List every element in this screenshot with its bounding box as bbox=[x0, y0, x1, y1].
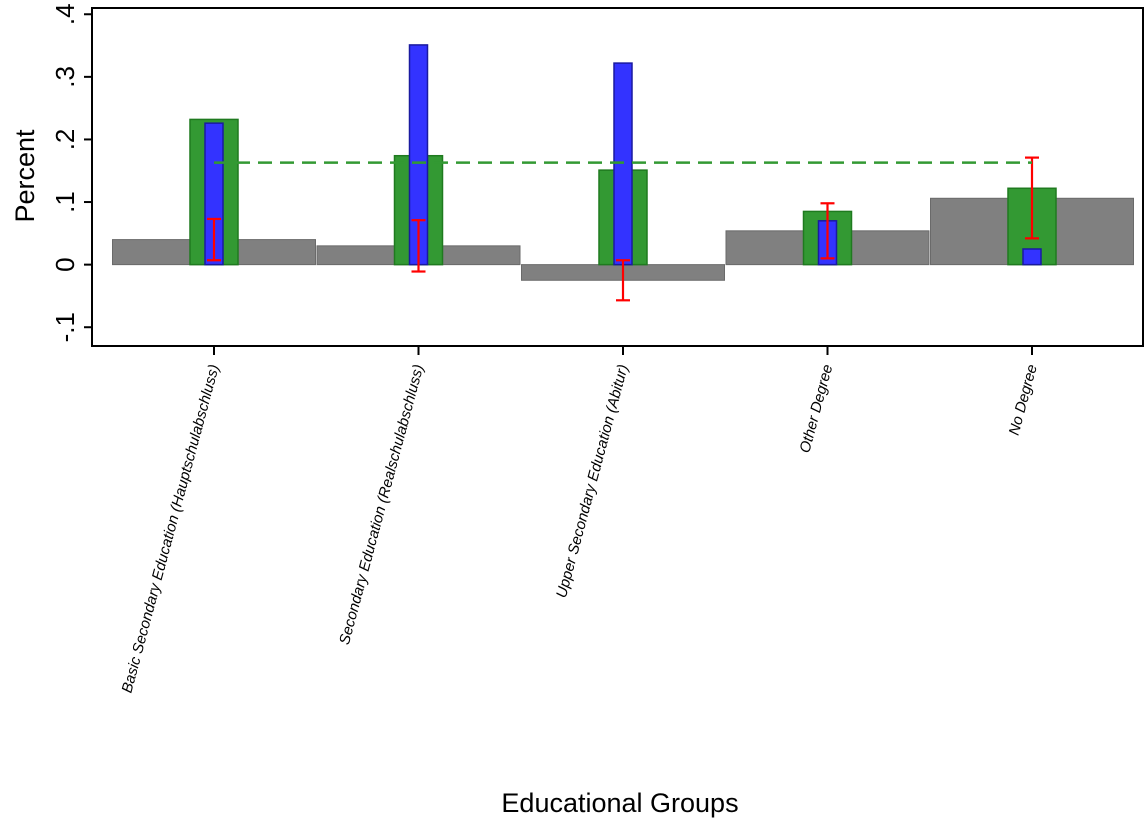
x-tick-label: Other Degree bbox=[796, 363, 836, 455]
error-bar-5 bbox=[1025, 156, 1039, 240]
y-tick-label: .1 bbox=[50, 191, 80, 213]
y-tick-label: .4 bbox=[50, 3, 80, 25]
error-bar-2 bbox=[411, 219, 426, 273]
y-tick-label: 0 bbox=[50, 257, 80, 271]
y-ticks: -.1 0 .1 .2 .3 .4 bbox=[50, 3, 92, 342]
x-ticks: Basic Secondary Education (Hauptschulabs… bbox=[119, 346, 1041, 695]
x-axis-label: Educational Groups bbox=[501, 788, 738, 818]
y-axis-label: Percent bbox=[10, 129, 40, 223]
error-bars bbox=[207, 156, 1039, 302]
y-tick-label: -.1 bbox=[50, 312, 80, 342]
blue-bar-5 bbox=[1022, 248, 1042, 266]
error-bar-3 bbox=[616, 259, 630, 302]
x-tick-label: Secondary Education (Realschulabschluss) bbox=[336, 363, 427, 647]
x-tick-label: Basic Secondary Education (Hauptschulabs… bbox=[119, 363, 223, 695]
y-tick-label: .3 bbox=[50, 66, 80, 88]
y-tick-label: .2 bbox=[50, 129, 80, 151]
error-bar-1 bbox=[207, 217, 221, 262]
blue-bars bbox=[204, 44, 1042, 266]
blue-bar-1 bbox=[204, 122, 224, 266]
blue-bar-3 bbox=[613, 62, 633, 266]
plot-frame bbox=[91, 7, 1144, 347]
error-bar-4 bbox=[820, 202, 835, 260]
x-tick-label: Upper Secondary Education (Abitur) bbox=[553, 363, 632, 600]
axes bbox=[91, 7, 1144, 347]
x-tick-label: No Degree bbox=[1006, 363, 1041, 437]
